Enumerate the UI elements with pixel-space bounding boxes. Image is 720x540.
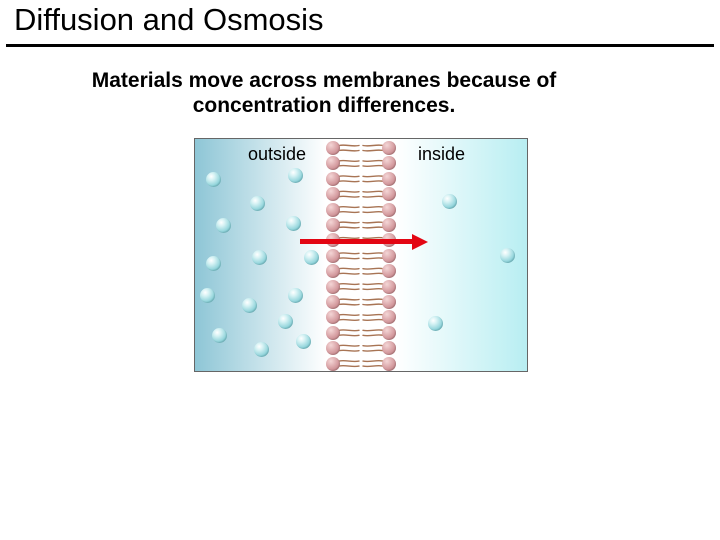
solute-molecule — [286, 216, 301, 231]
solute-molecule — [428, 316, 443, 331]
lipid-head — [382, 295, 396, 309]
slide: Diffusion and Osmosis Materials move acr… — [0, 0, 720, 540]
lipid-head — [382, 249, 396, 263]
solute-molecule — [200, 288, 215, 303]
lipid-head — [326, 249, 340, 263]
label-inside: inside — [418, 144, 465, 165]
lipid-head — [382, 280, 396, 294]
lipid-head — [382, 203, 396, 217]
solute-molecule — [254, 342, 269, 357]
lipid-head — [382, 141, 396, 155]
lipid-head — [326, 141, 340, 155]
title-underline — [6, 44, 714, 47]
lipid-head — [326, 326, 340, 340]
diffusion-arrow-head — [412, 234, 428, 250]
solute-molecule — [278, 314, 293, 329]
lipid-head — [382, 326, 396, 340]
solute-molecule — [288, 288, 303, 303]
solute-molecule — [216, 218, 231, 233]
lipid-head — [326, 203, 340, 217]
solute-molecule — [442, 194, 457, 209]
solute-molecule — [252, 250, 267, 265]
solute-molecule — [500, 248, 515, 263]
lipid-head — [326, 357, 340, 371]
membrane-diagram: outside inside — [194, 138, 528, 372]
lipid-head — [382, 218, 396, 232]
lipid-head — [326, 172, 340, 186]
lipid-head — [382, 357, 396, 371]
solute-molecule — [304, 250, 319, 265]
solute-molecule — [206, 256, 221, 271]
lipid-head — [326, 280, 340, 294]
subtitle-text: Materials move across membranes because … — [64, 68, 584, 118]
lipid-head — [382, 172, 396, 186]
solute-molecule — [206, 172, 221, 187]
page-title: Diffusion and Osmosis — [14, 2, 324, 38]
solute-molecule — [212, 328, 227, 343]
solute-molecule — [296, 334, 311, 349]
lipid-bilayer — [326, 139, 396, 371]
solute-molecule — [242, 298, 257, 313]
diffusion-arrow-line — [300, 239, 414, 244]
lipid-head — [326, 218, 340, 232]
label-outside: outside — [248, 144, 306, 165]
solute-molecule — [288, 168, 303, 183]
solute-molecule — [250, 196, 265, 211]
lipid-head — [326, 295, 340, 309]
